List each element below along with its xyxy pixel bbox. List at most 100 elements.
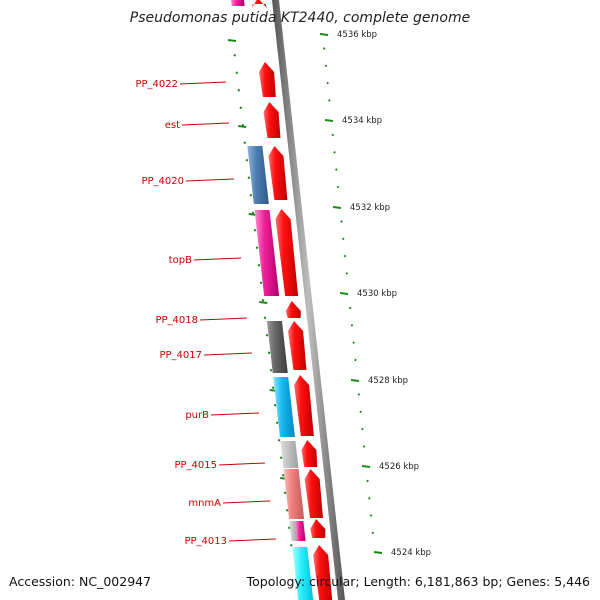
ruler-label: 4532 kbp [350, 203, 390, 213]
inner-tick [285, 509, 289, 512]
ruler-label: 4526 kbp [379, 462, 419, 472]
genome-backbone [272, 0, 345, 600]
inner-tick [281, 474, 285, 477]
inner-tick [273, 404, 277, 407]
ruler-label: 4536 kbp [337, 30, 377, 40]
ruler-tick [350, 379, 360, 382]
inner-tick [279, 456, 283, 459]
inner-tick [233, 54, 236, 57]
inner-tick [253, 229, 257, 232]
ruler-label: 4524 kbp [391, 548, 431, 558]
inner-tick [269, 369, 273, 372]
gene-box [283, 469, 305, 519]
minor-tick [322, 47, 326, 50]
genome-summary-text: Topology: circular; Length: 6,181,863 bp… [246, 574, 590, 589]
minor-tick [336, 185, 340, 189]
inner-tick [257, 264, 261, 267]
inner-tick [237, 89, 241, 92]
inner-tick [261, 299, 265, 302]
ruler-label: 4530 kbp [357, 289, 397, 299]
ruler-tick [319, 33, 329, 36]
inner-tick [283, 491, 287, 494]
gene-box [254, 210, 280, 296]
gene-label: topB [169, 255, 192, 266]
minor-tick [331, 133, 335, 137]
forward-cds-arrow [275, 209, 299, 296]
minor-tick [328, 99, 331, 102]
gene-box [295, 521, 306, 541]
map-title: Pseudomonas putida KT2440, complete geno… [129, 10, 471, 26]
minor-tick [333, 150, 336, 154]
gene-label: purB [185, 410, 209, 421]
leader-line [228, 538, 277, 542]
minor-tick [324, 64, 328, 68]
inner-tick [263, 316, 267, 319]
forward-cds-arrow [294, 375, 314, 436]
minor-tick [352, 341, 355, 344]
forward-cds-arrow [310, 519, 326, 538]
inner-major-tick [227, 39, 237, 42]
inner-tick [271, 386, 275, 389]
ruler-label: 4528 kbp [368, 376, 408, 386]
minor-tick [348, 306, 352, 310]
inner-tick [247, 176, 251, 179]
minor-tick [357, 393, 361, 396]
forward-cds-arrow [263, 102, 281, 138]
inner-tick [255, 246, 259, 249]
leader-line [218, 462, 266, 466]
minor-tick [361, 427, 364, 431]
inner-tick [265, 334, 269, 337]
gene-label: PP_4015 [174, 460, 217, 471]
ruler-tick [324, 119, 334, 122]
inner-tick [290, 544, 293, 547]
forward-cds-arrow [285, 301, 301, 318]
inner-tick [243, 141, 247, 144]
minor-tick [354, 358, 357, 362]
inner-tick [275, 421, 279, 424]
minor-tick [359, 410, 362, 414]
features [231, 0, 333, 600]
ruler-tick [332, 206, 342, 209]
inner-tick [239, 106, 243, 109]
forward-cds-arrow [301, 440, 318, 467]
forward-cds-arrow [268, 146, 288, 200]
minor-tick [362, 445, 366, 448]
inner-major-tick [259, 301, 268, 304]
inner-tick [259, 281, 263, 284]
ruler-labels: 4536 kbp 4534 kbp 4532 kbp 4530 kbp 4528 kbp… [337, 30, 431, 558]
minor-tick [326, 81, 329, 85]
leader-line [199, 317, 248, 321]
forward-cds-arrow [313, 545, 333, 600]
gene-label: est [165, 120, 180, 131]
minor-tick [340, 220, 343, 223]
gene-box [231, 0, 245, 6]
inner-ticks [227, 39, 293, 547]
gene-box [247, 146, 269, 204]
minor-tick [341, 237, 345, 241]
leader-line [210, 412, 260, 416]
forward-cds-arrow [288, 321, 307, 370]
leader-line [181, 122, 230, 126]
gene-box [289, 521, 298, 541]
inner-tick [245, 159, 249, 162]
inner-tick [249, 194, 253, 197]
inner-tick [277, 439, 281, 442]
minor-tick [371, 531, 375, 535]
leader-line [193, 257, 242, 261]
gene-label: PP_4017 [159, 350, 202, 361]
leader-line [185, 178, 235, 182]
gene-label: PP_4020 [141, 176, 184, 187]
leader-line [203, 352, 253, 356]
forward-cds-arrow [304, 469, 324, 518]
inner-major-tick [238, 125, 247, 128]
inner-tick [267, 351, 271, 354]
accession-text: Accession: NC_002947 [9, 574, 152, 589]
minor-tick [369, 514, 373, 517]
minor-tick [368, 496, 371, 500]
minor-tick [345, 272, 349, 275]
forward-cds-arrow [259, 62, 276, 97]
gene-box [273, 377, 295, 437]
ruler-ticks [319, 33, 383, 554]
